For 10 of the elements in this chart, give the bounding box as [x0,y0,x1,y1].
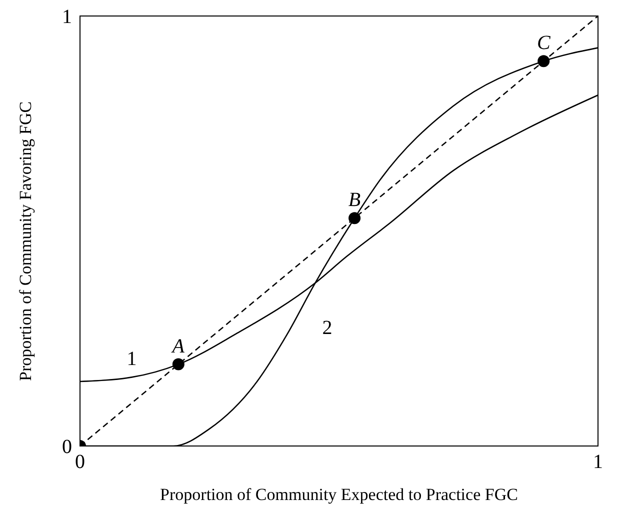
y-axis-title: Proportion of Community Favoring FGC [16,101,36,381]
point [348,212,361,224]
annotation: B [348,189,361,212]
annotation: C [536,32,551,54]
series-label: 2 [322,317,332,340]
annotation: A [170,335,186,358]
point [172,358,184,370]
x-axis-title: Proportion of Community Expected to Practice FGC [160,485,518,504]
series-label: 1 [126,348,137,370]
point [538,55,550,68]
